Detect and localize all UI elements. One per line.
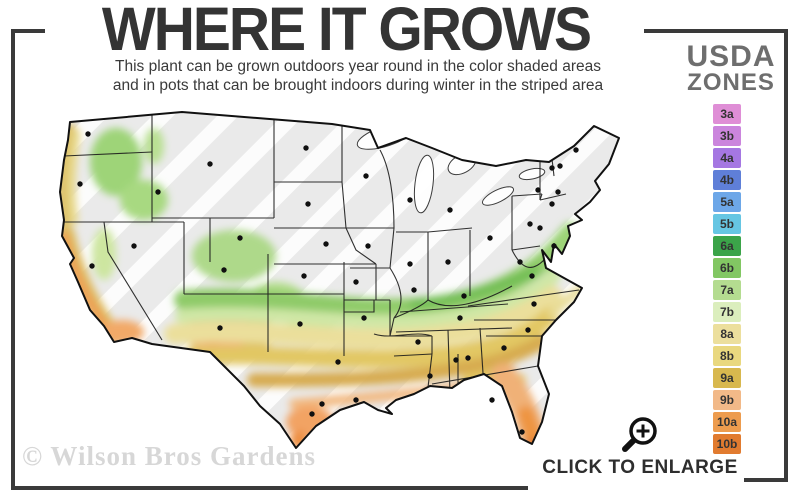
legend-zone-9a: 9a (713, 368, 741, 388)
legend-zone-8b: 8b (713, 346, 741, 366)
us-outline-stroke (59, 111, 620, 449)
frame-top-left-tick (11, 29, 45, 33)
great-lakes (356, 122, 546, 214)
legend-zone-7b: 7b (713, 302, 741, 322)
frame-left (11, 29, 15, 490)
legend-zone-5a: 5a (713, 192, 741, 212)
legend-zone-3a: 3a (713, 104, 741, 124)
frame-bottom-right-tick (744, 478, 788, 482)
legend-zone-9b: 9b (713, 390, 741, 410)
legend-zones: 3a 3b 4a 4b 5a 5b 6a 6b 7a 7b 8a 8b 9a 9b 10a 10b (713, 104, 743, 456)
subtitle-line-2: and in pots that can be brought indoors … (112, 77, 604, 94)
frame-bottom (11, 486, 528, 490)
legend-zone-4b: 4b (713, 170, 741, 190)
legend-zone-6a: 6a (713, 236, 741, 256)
legend-zone-6b: 6b (713, 258, 741, 278)
legend-zone-7a: 7a (713, 280, 741, 300)
enlarge-label[interactable]: CLICK TO ENLARGE (542, 457, 738, 478)
legend-zone-10b: 10b (713, 434, 741, 454)
enlarge-button[interactable]: CLICK TO ENLARGE (540, 414, 740, 479)
page-title: WHERE IT GROWS (101, 0, 592, 65)
magnifier-plus-icon[interactable] (616, 414, 664, 456)
us-zones-map[interactable] (34, 104, 658, 466)
page-subtitle: This plant can be grown outdoors year ro… (70, 57, 646, 95)
legend-zone-5b: 5b (713, 214, 741, 234)
legend-zone-10a: 10a (713, 412, 741, 432)
frame-right (784, 29, 788, 482)
legend-title: USDA ZONES (676, 40, 786, 96)
frame-top-right (644, 29, 788, 33)
watermark: © Wilson Bros Gardens (22, 441, 316, 471)
legend-title-zones: ZONES (687, 69, 775, 96)
legend-zone-4a: 4a (713, 148, 741, 168)
subtitle-line-1: This plant can be grown outdoors year ro… (115, 58, 601, 75)
state-borders (62, 112, 580, 405)
city-dots (77, 131, 579, 435)
legend-zone-8a: 8a (713, 324, 741, 344)
legend-title-usda: USDA (686, 40, 776, 73)
legend-zone-3b: 3b (713, 126, 741, 146)
